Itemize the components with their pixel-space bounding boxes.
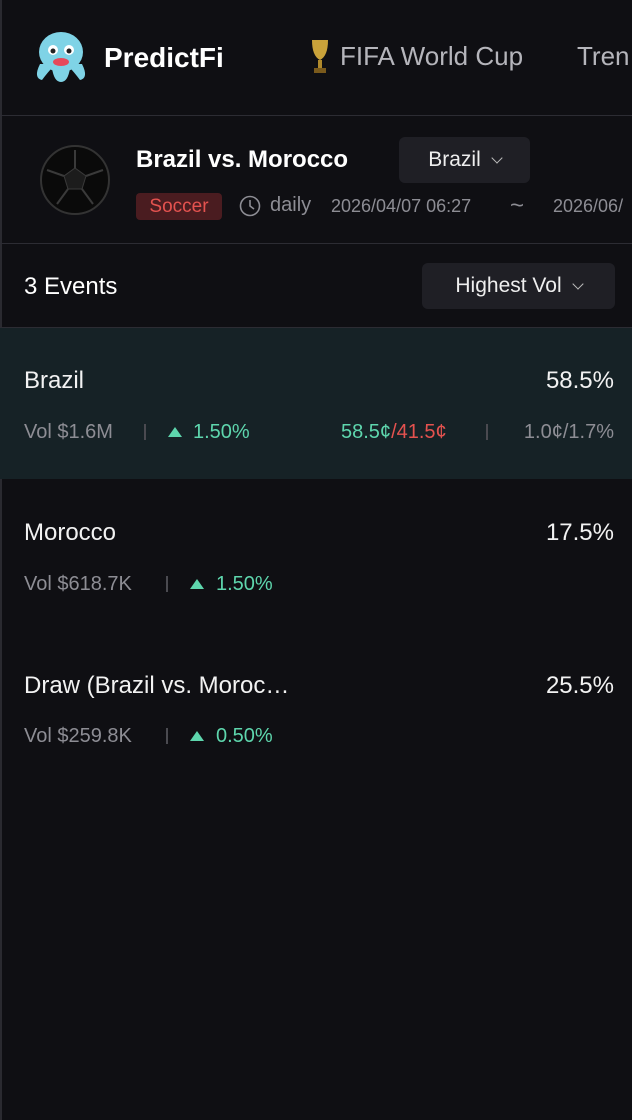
up-arrow — [190, 579, 204, 589]
change: 1.50% — [193, 421, 250, 443]
trophy-icon — [312, 40, 328, 73]
market-name: Brazil — [24, 367, 85, 394]
logo-icon — [36, 32, 86, 82]
spread: 1.0¢/1.7% — [523, 421, 614, 443]
divider — [0, 115, 632, 116]
market-name: Morocco — [24, 519, 117, 546]
market-percent: 25.5% — [545, 672, 614, 699]
event-count: 3 Events — [24, 273, 118, 300]
selector-text: Brazil — [428, 148, 481, 171]
divider — [0, 243, 632, 244]
tag-text: Soccer — [149, 196, 209, 217]
market-percent: 58.5% — [545, 367, 614, 394]
start-date: 2026/04/07 06:27 — [331, 196, 472, 216]
prices: 58.5¢/41.5¢ — [341, 421, 447, 444]
up-arrow — [168, 427, 182, 437]
left-border — [0, 0, 2, 1120]
market-row[interactable] — [0, 632, 632, 782]
volume: Vol $618.7K — [24, 573, 132, 595]
yes-price: 58.5¢ — [341, 421, 392, 443]
market-row[interactable] — [0, 480, 632, 630]
separator — [166, 576, 168, 592]
nav-item[interactable]: Tren — [577, 41, 630, 71]
date-separator: ~ — [510, 192, 525, 219]
event-title: Brazil vs. Morocco — [136, 146, 349, 173]
sort-selector[interactable]: Highest Vol — [422, 263, 615, 309]
separator — [486, 424, 488, 440]
category-tag[interactable]: Soccer — [136, 193, 222, 220]
frequency: daily — [270, 194, 312, 216]
sort-text: Highest Vol — [455, 274, 562, 297]
volume: Vol $1.6M — [24, 421, 113, 443]
change: 0.50% — [216, 725, 273, 747]
nav-item[interactable]: FIFA World Cup — [340, 41, 524, 71]
market-name: Draw (Brazil vs. Moroc… — [24, 672, 290, 699]
market-row[interactable] — [0, 328, 632, 479]
logo-text[interactable]: PredictFi — [104, 42, 224, 73]
outcome-selector[interactable]: Brazil — [399, 137, 530, 183]
no-price: /41.5¢ — [391, 421, 447, 443]
volume: Vol $259.8K — [24, 725, 132, 747]
end-date: 2026/06/ — [553, 196, 624, 216]
market-percent: 17.5% — [545, 519, 614, 546]
separator — [144, 424, 146, 440]
clock-icon — [239, 195, 261, 217]
soccer-ball — [40, 145, 110, 215]
divider — [0, 327, 632, 328]
up-arrow — [190, 731, 204, 741]
separator — [166, 728, 168, 744]
change: 1.50% — [216, 573, 273, 595]
